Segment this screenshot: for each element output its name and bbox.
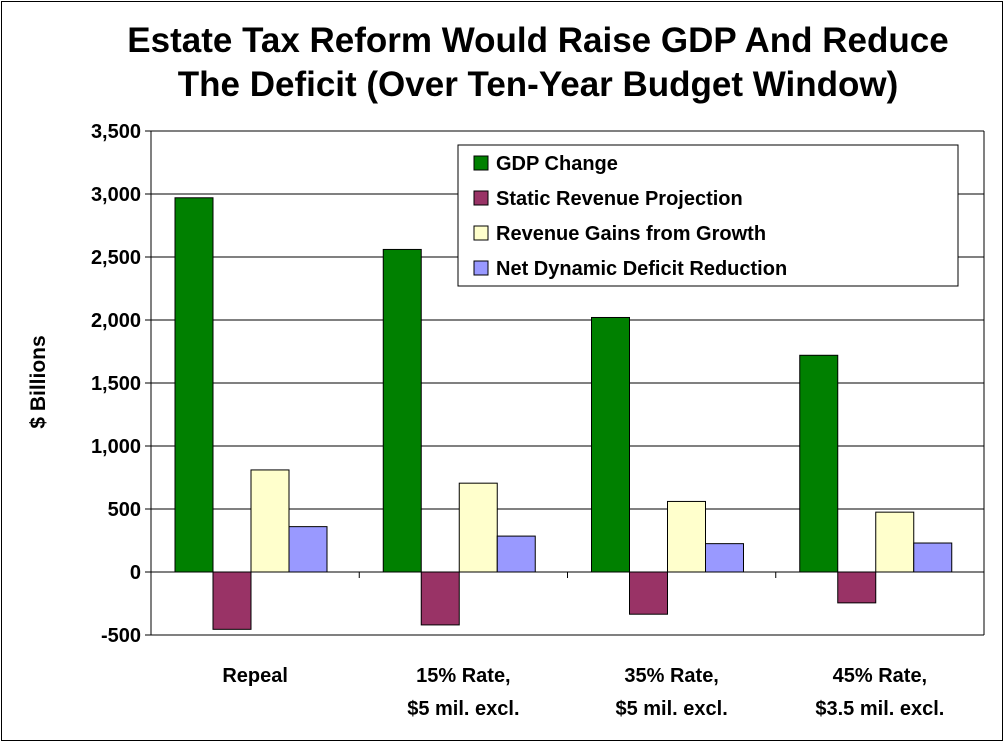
bar-static-revenue-projection <box>837 571 877 604</box>
category-label: $3.5 mil. excl. <box>815 698 944 720</box>
y-tick-label: 1,000 <box>91 436 141 458</box>
y-tick-label: 1,500 <box>91 373 141 395</box>
bar-static-revenue-projection <box>629 571 668 615</box>
bars <box>174 197 953 630</box>
bar-static-revenue-projection <box>212 571 252 630</box>
legend-swatch <box>473 260 489 276</box>
legend: GDP Change Static Revenue Projection Reven… <box>457 144 959 287</box>
title-line: The Deficit (Over Ten-Year Budget Window… <box>178 65 899 104</box>
bar-gdp-change <box>591 316 630 573</box>
category-label: $5 mil. excl. <box>615 698 727 720</box>
bar-net-dynamic-deficit-reduction <box>913 542 953 573</box>
bar-gdp-change <box>799 354 839 573</box>
legend-swatch <box>473 155 489 171</box>
bar-gdp-change <box>174 197 214 573</box>
category-label: Repeal <box>222 665 288 687</box>
bar-static-revenue-projection <box>420 571 460 626</box>
bar-revenue-gains-from-growth <box>667 500 706 573</box>
legend-box <box>457 144 959 287</box>
y-tick-label: 2,000 <box>91 310 141 332</box>
category-label: 35% Rate, <box>624 665 719 687</box>
bar-revenue-gains-from-growth <box>458 482 498 573</box>
legend-label: Net Dynamic Deficit Reduction <box>496 258 787 280</box>
category-label: 15% Rate, <box>416 665 511 687</box>
bar-net-dynamic-deficit-reduction <box>705 543 744 573</box>
y-axis-label: $ Billions <box>27 335 50 428</box>
bar-net-dynamic-deficit-reduction <box>496 535 536 573</box>
y-tick-labels: -500 0 500 1,000 1,500 2,000 2,500 3,000 3,500 <box>91 121 141 647</box>
bar-revenue-gains-from-growth <box>875 511 915 573</box>
y-tick-label: 0 <box>130 562 141 584</box>
legend-swatch <box>473 225 489 241</box>
category-label: 45% Rate, <box>833 665 928 687</box>
category-labels: Repeal 15% Rate, $5 mil. excl. 35% Rate, $5 … <box>222 665 944 720</box>
chart-title: Estate Tax Reform Would Raise GDP And Re… <box>127 21 948 104</box>
legend-label: Revenue Gains from Growth <box>496 223 766 245</box>
y-tick-label: 3,000 <box>91 184 141 206</box>
legend-label: Static Revenue Projection <box>496 188 743 210</box>
legend-label: GDP Change <box>496 153 618 175</box>
y-tick-label: -500 <box>101 625 141 647</box>
y-tick-label: 2,500 <box>91 247 141 269</box>
y-tick-label: 3,500 <box>91 121 141 143</box>
category-label: $5 mil. excl. <box>407 698 519 720</box>
title-line: Estate Tax Reform Would Raise GDP And Re… <box>127 21 948 60</box>
bar-net-dynamic-deficit-reduction <box>288 526 328 573</box>
legend-swatch <box>473 190 489 206</box>
bar-revenue-gains-from-growth <box>250 469 290 573</box>
axes <box>145 130 985 636</box>
bar-gdp-change <box>382 248 422 573</box>
y-tick-label: 500 <box>108 499 141 521</box>
